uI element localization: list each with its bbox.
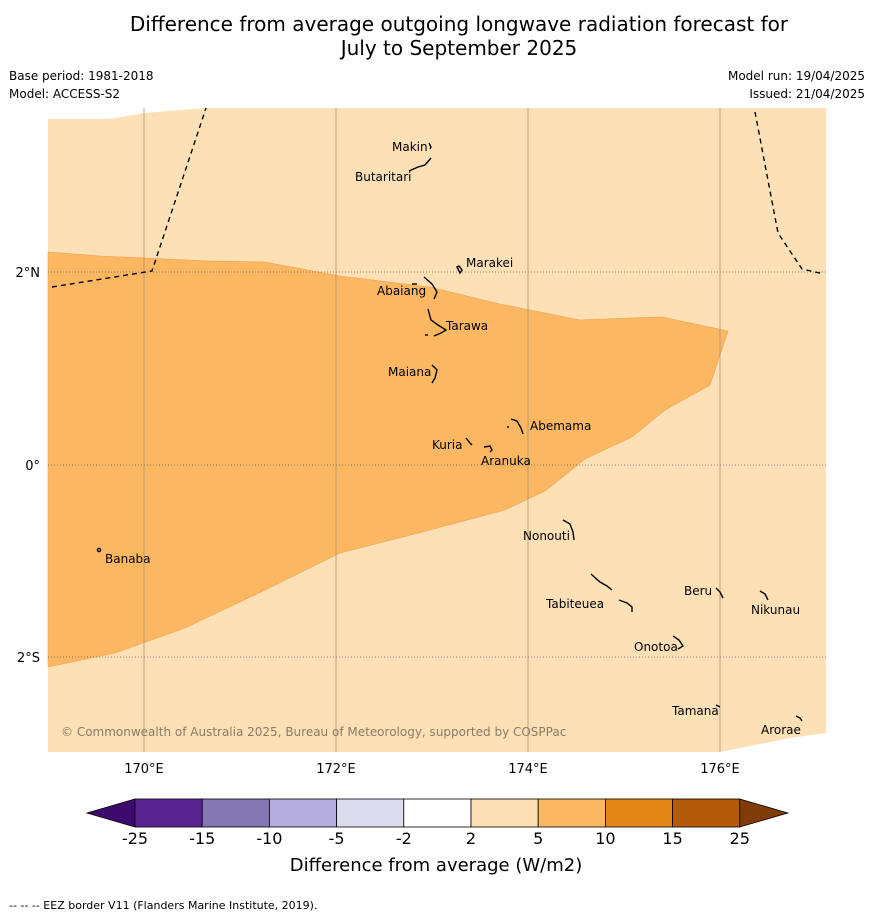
island-label-butaritari: Butaritari xyxy=(355,170,412,184)
copyright-notice: © Commonwealth of Australia 2025, Bureau… xyxy=(61,725,566,739)
island-label-makin: Makin xyxy=(392,140,428,154)
map-title: Difference from average outgoing longwav… xyxy=(0,12,873,60)
nonouti-shape xyxy=(562,519,575,541)
colorbar-label: Difference from average (W/m2) xyxy=(290,855,582,876)
colorbar-segment xyxy=(336,798,405,828)
colorbar-segment xyxy=(201,798,270,828)
footer-note: -- -- -- EEZ border V11 (Flanders Marine… xyxy=(9,899,318,912)
colorbar-tick-label: -10 xyxy=(256,829,282,848)
abemama-shape xyxy=(510,418,524,435)
colorbar-tick-label: -25 xyxy=(122,829,148,848)
colorbar-tick-label: 25 xyxy=(730,829,750,848)
island-label-aranuka: Aranuka xyxy=(481,454,531,468)
island-label-abemama: Abemama xyxy=(530,419,591,433)
gridlines xyxy=(48,108,826,752)
colorbar-segment xyxy=(672,798,741,828)
colorbar-tick-label: -5 xyxy=(329,829,345,848)
tabiteuea-south-shape xyxy=(618,599,633,612)
island-label-onotoa: Onotoa xyxy=(634,640,678,654)
island-label-maiana: Maiana xyxy=(388,365,431,379)
lat-label-2n: 2°N xyxy=(16,266,41,281)
island-label-banaba: Banaba xyxy=(105,552,151,566)
beru-shape xyxy=(715,587,724,599)
colorbar: -25 -15 -10 -5 -2 2 5 10 15 25 Difference from av… xyxy=(85,798,790,876)
island-label-abaiang: Abaiang xyxy=(377,284,426,298)
colorbar-extend-high xyxy=(739,798,790,828)
map-area xyxy=(47,108,826,752)
colorbar-tick-label: 10 xyxy=(595,829,615,848)
abaiang-shape xyxy=(423,276,438,300)
colorbar-segment xyxy=(470,798,539,828)
colorbar-segment xyxy=(537,798,606,828)
colorbar-segment xyxy=(403,798,472,828)
kuria-shape xyxy=(465,437,473,446)
onotoa-shape xyxy=(672,635,684,650)
colorbar-tick-label: 5 xyxy=(533,829,543,848)
island-label-tarawa: Tarawa xyxy=(445,319,488,333)
anomaly-region xyxy=(47,251,729,668)
issued-date: Issued: 21/04/2025 xyxy=(749,87,865,101)
island-label-arorae: Arorae xyxy=(761,723,801,737)
model-name: Model: ACCESS-S2 xyxy=(9,87,121,101)
colorbar-tick-label: -2 xyxy=(396,829,412,848)
colorbar-ticks: -25 -15 -10 -5 -2 2 5 10 15 25 xyxy=(122,829,750,848)
island-label-beru: Beru xyxy=(684,584,712,598)
island-label-nikunau: Nikunau xyxy=(751,603,800,617)
lat-label-0: 0° xyxy=(25,459,40,474)
island-label-nonouti: Nonouti xyxy=(523,529,570,543)
tabiteuea-north-shape xyxy=(590,573,613,591)
island-label-marakei: Marakei xyxy=(466,256,513,270)
lon-label-170e: 170°E xyxy=(124,762,164,777)
colorbar-extend-low xyxy=(85,798,136,828)
marakei-shape xyxy=(456,265,463,275)
base-period: Base period: 1981-2018 xyxy=(9,69,154,83)
title-line-1: Difference from average outgoing longwav… xyxy=(129,12,789,36)
colorbar-segment xyxy=(268,798,337,828)
model-run: Model run: 19/04/2025 xyxy=(727,69,865,83)
island-label-kuria: Kuria xyxy=(432,438,463,452)
meta-left: Base period: 1981-2018 Model: ACCESS-S2 xyxy=(9,67,154,103)
colorbar-tick-label: -15 xyxy=(189,829,215,848)
eez-borders xyxy=(51,107,825,288)
colorbar-segment xyxy=(134,798,203,828)
colorbar-tick-label: 15 xyxy=(662,829,682,848)
makin-shape xyxy=(428,142,432,150)
eez-border-east xyxy=(754,111,825,275)
island-shapes xyxy=(96,142,803,722)
eez-border-west xyxy=(51,107,207,288)
title-line-2: July to September 2025 xyxy=(340,36,578,60)
lon-label-176e: 176°E xyxy=(700,762,740,777)
maiana-shape xyxy=(431,364,438,384)
butaritari-shape xyxy=(408,157,432,172)
arorae-shape xyxy=(795,715,803,722)
colorbar-tick-label: 2 xyxy=(466,829,476,848)
meta-right: Model run: 19/04/2025 Issued: 21/04/2025 xyxy=(728,67,865,103)
aranuka-shape xyxy=(483,445,493,453)
island-label-tamana: Tamana xyxy=(671,704,719,718)
island-label-tabiteuea: Tabiteuea xyxy=(545,597,604,611)
colorbar-segments xyxy=(85,798,790,828)
lon-label-174e: 174°E xyxy=(508,762,548,777)
colorbar-segment xyxy=(605,798,674,828)
lon-label-172e: 172°E xyxy=(316,762,356,777)
nikunau-shape xyxy=(759,590,769,601)
banaba-shape xyxy=(96,547,102,553)
lat-label-2s: 2°S xyxy=(17,651,40,666)
tarawa-shape xyxy=(427,308,448,337)
tamana-shape xyxy=(715,704,721,708)
